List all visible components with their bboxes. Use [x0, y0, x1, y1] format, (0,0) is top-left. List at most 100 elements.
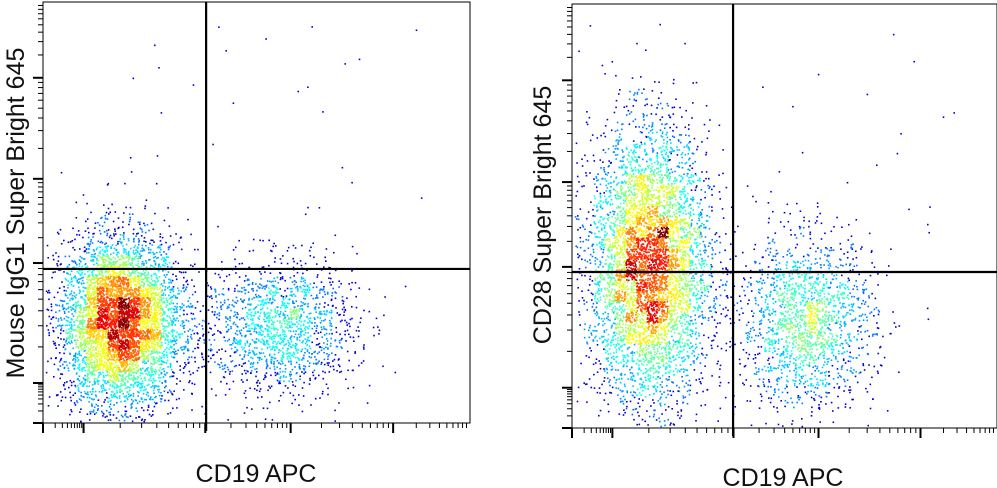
data-point: [62, 307, 65, 310]
data-point: [191, 318, 194, 321]
data-point: [88, 353, 90, 356]
data-point: [102, 385, 105, 387]
data-point: [135, 255, 138, 258]
data-point: [65, 319, 68, 322]
data-point: [147, 271, 150, 274]
data-point: [137, 395, 139, 397]
data-point: [125, 298, 128, 300]
data-point: [131, 311, 133, 314]
data-point: [91, 366, 93, 368]
data-point: [91, 320, 94, 322]
data-point: [123, 322, 126, 324]
data-point: [85, 288, 88, 290]
data-point: [170, 375, 172, 378]
data-point: [134, 322, 137, 324]
data-point: [103, 380, 106, 382]
data-point: [61, 304, 64, 306]
data-point: [61, 300, 63, 302]
data-point: [121, 366, 123, 368]
data-point: [70, 277, 73, 279]
data-point: [160, 341, 163, 344]
data-point: [98, 287, 101, 290]
data-point: [110, 359, 112, 361]
data-point: [127, 304, 130, 307]
data-point: [146, 331, 149, 333]
data-point: [53, 376, 55, 378]
data-point: [154, 346, 156, 348]
data-point: [100, 296, 102, 298]
data-point: [88, 331, 90, 334]
data-point: [177, 287, 179, 289]
data-point: [117, 357, 119, 359]
data-point: [137, 276, 140, 279]
data-point: [101, 272, 103, 274]
data-point: [54, 342, 56, 344]
data-point: [93, 364, 96, 366]
data-point: [176, 317, 178, 319]
data-point: [122, 277, 125, 280]
data-point: [125, 289, 128, 292]
data-point: [147, 308, 150, 310]
data-point: [92, 306, 95, 308]
data-point: [129, 310, 131, 313]
data-point: [119, 290, 122, 293]
data-point: [92, 278, 95, 280]
data-point: [79, 321, 81, 324]
data-point: [103, 221, 106, 224]
data-point: [177, 349, 180, 352]
data-point: [64, 396, 67, 399]
data-point: [86, 374, 89, 376]
data-point: [145, 289, 147, 291]
data-point: [96, 287, 99, 290]
data-point: [158, 376, 160, 379]
data-point: [112, 289, 114, 291]
data-point: [134, 272, 136, 274]
data-point: [131, 363, 133, 366]
data-point: [146, 320, 149, 323]
data-point: [116, 345, 118, 348]
data-point: [97, 325, 100, 328]
data-point: [48, 334, 50, 337]
data-point: [135, 280, 137, 282]
data-point: [68, 263, 71, 266]
data-point: [89, 313, 92, 316]
data-point: [98, 300, 101, 302]
data-point: [103, 376, 105, 379]
data-point: [117, 371, 120, 373]
data-point: [85, 356, 87, 359]
data-point: [125, 282, 128, 285]
data-point: [129, 355, 132, 358]
data-point: [127, 313, 129, 315]
data-point: [135, 354, 137, 356]
data-point: [99, 298, 101, 300]
data-point: [116, 390, 118, 392]
data-point: [134, 364, 137, 367]
data-point: [148, 353, 150, 356]
data-point: [138, 334, 140, 337]
data-point: [117, 305, 119, 307]
data-point: [178, 397, 180, 400]
data-point: [150, 289, 152, 292]
data-point: [98, 314, 101, 317]
data-point: [144, 419, 146, 421]
data-point: [126, 288, 128, 290]
data-point: [81, 323, 84, 325]
data-point: [78, 375, 81, 378]
data-point: [154, 262, 157, 265]
data-point: [60, 325, 62, 327]
data-point: [114, 347, 117, 349]
data-point: [159, 355, 161, 358]
data-point: [139, 374, 141, 377]
data-point: [89, 323, 91, 325]
data-point: [111, 396, 113, 398]
data-point: [102, 290, 105, 292]
data-point: [93, 360, 96, 363]
data-point: [76, 326, 79, 329]
data-point: [102, 384, 104, 386]
data-point: [115, 244, 117, 247]
data-point: [93, 341, 96, 343]
data-point: [87, 279, 89, 281]
data-point: [139, 372, 142, 374]
data-point: [132, 289, 134, 292]
data-point: [104, 316, 107, 319]
